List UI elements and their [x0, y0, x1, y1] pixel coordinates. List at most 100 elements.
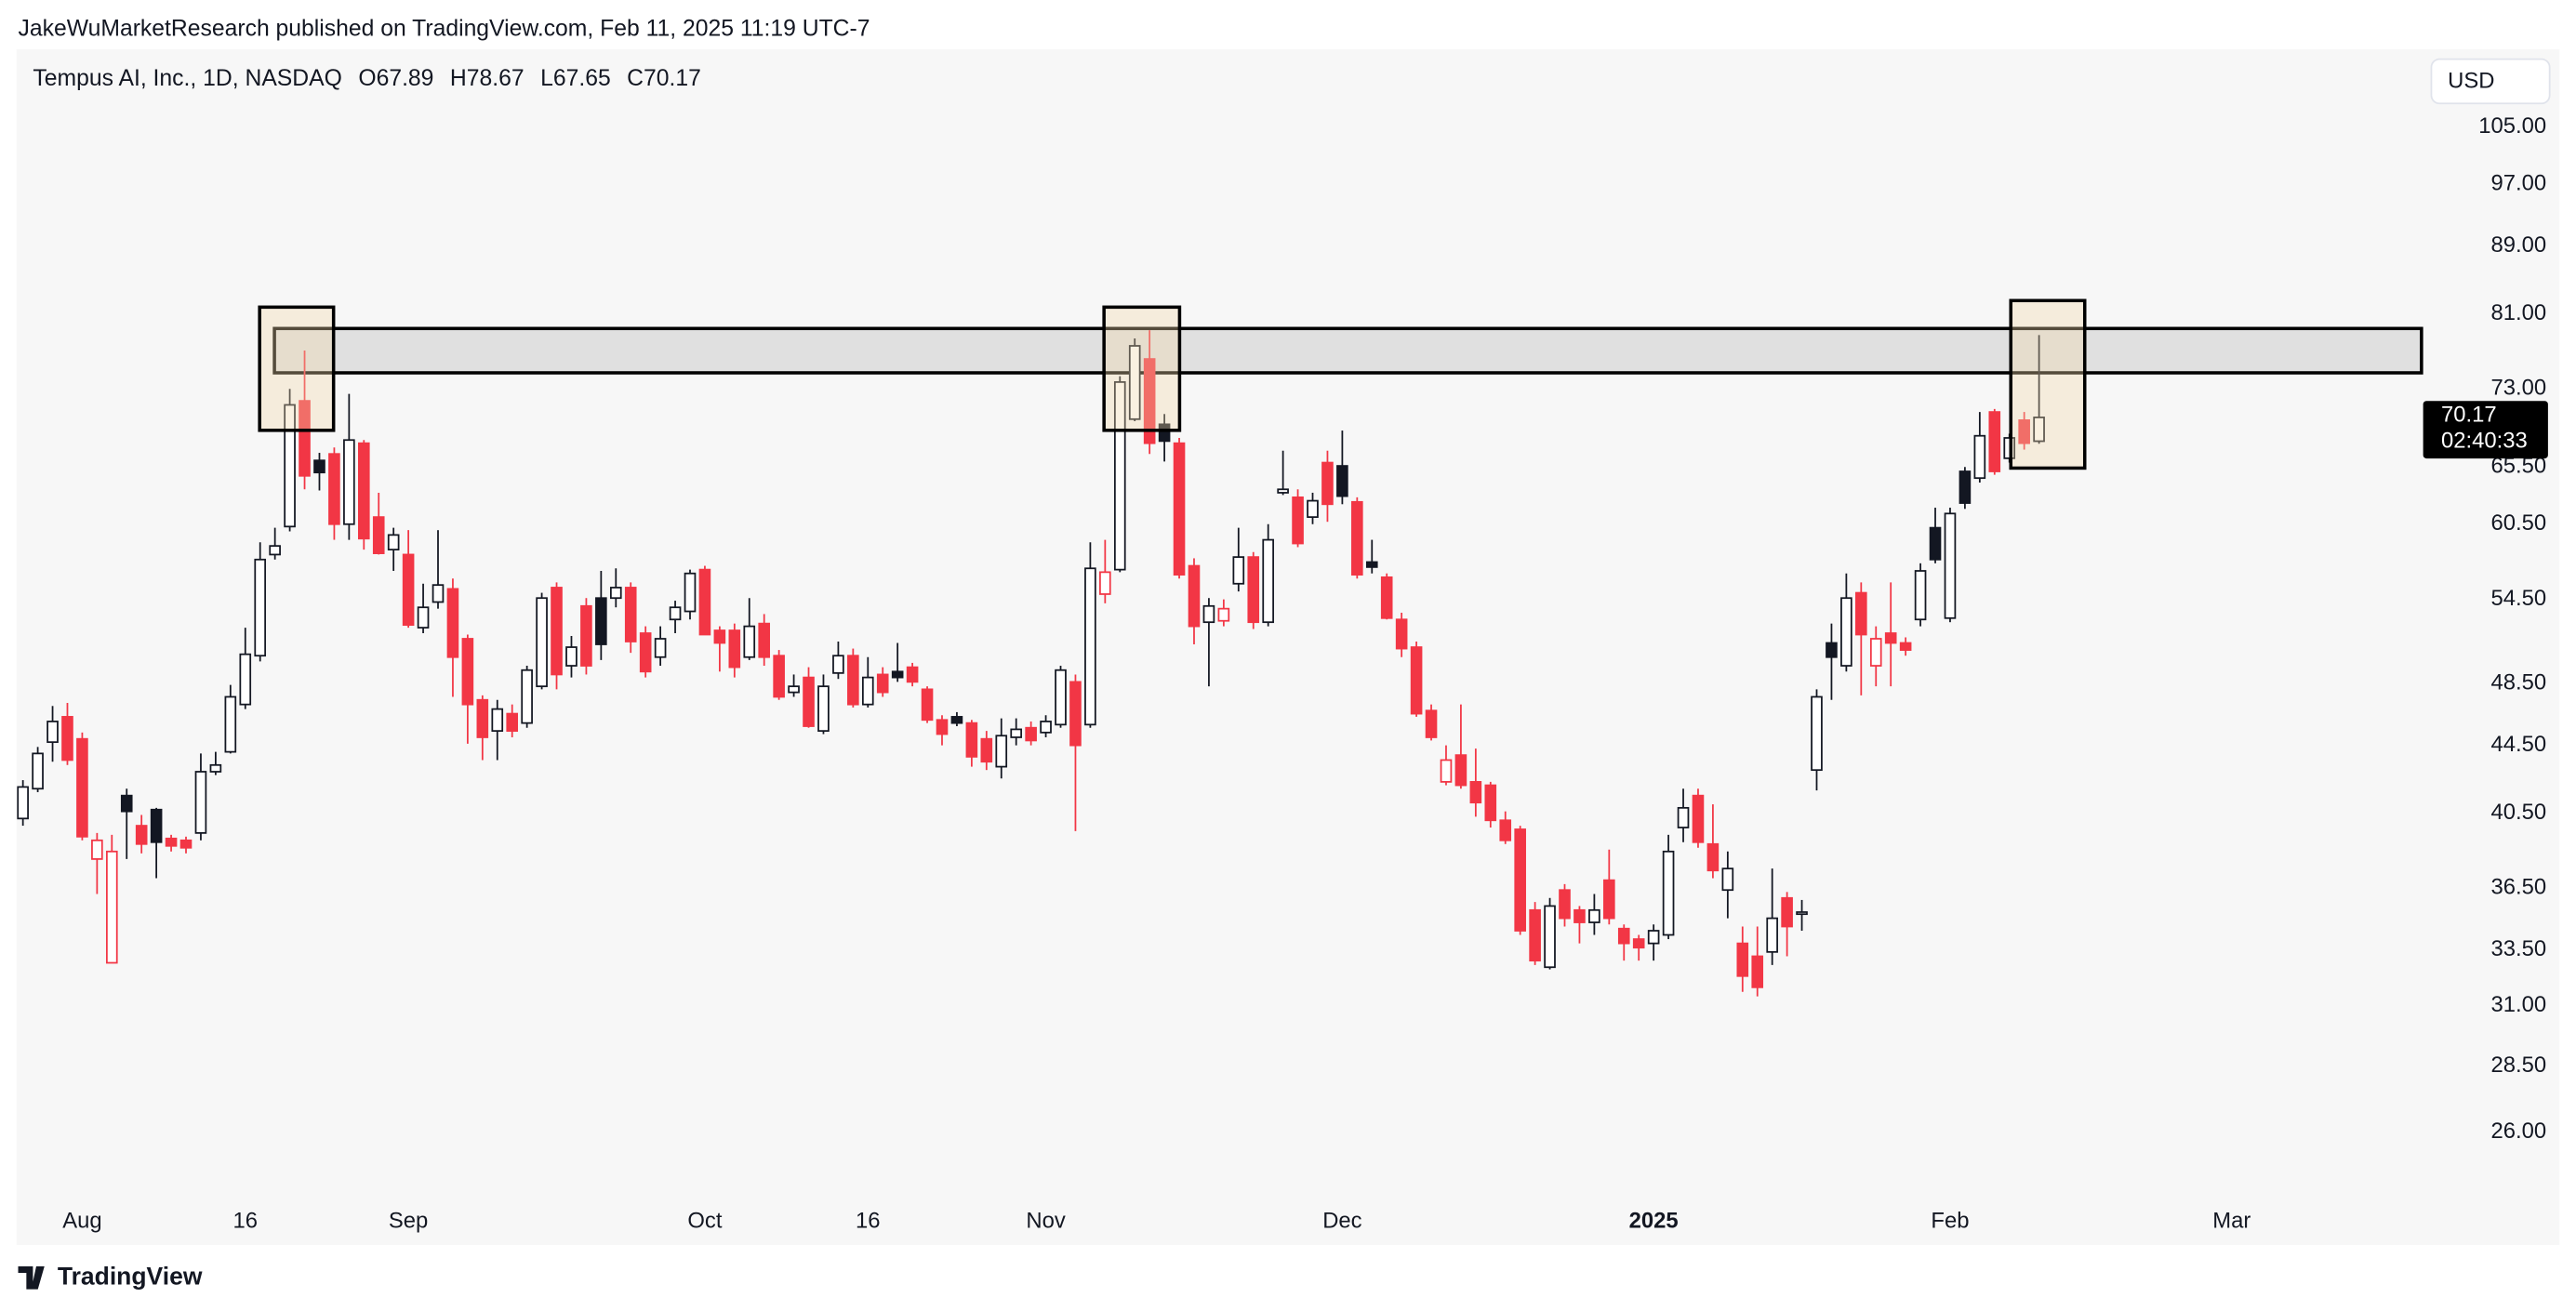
candle-body [461, 638, 474, 706]
candle-body [491, 708, 504, 733]
candle-body [1277, 488, 1289, 494]
candle-body [551, 587, 563, 676]
candle-body [1677, 806, 1690, 828]
candle-body [965, 722, 978, 758]
candle-body [980, 737, 993, 763]
candle-body [1617, 927, 1630, 945]
candle-body [728, 629, 741, 669]
legend-value: 78.67 [467, 65, 524, 90]
candle-body [1721, 867, 1734, 892]
candle-body [891, 670, 904, 679]
candle-body [1158, 423, 1171, 443]
x-tick-label: 16 [856, 1209, 881, 1234]
candle-body [1973, 434, 1986, 480]
candle-body [1307, 499, 1319, 518]
x-tick-label: 16 [233, 1209, 259, 1234]
candle-body [32, 752, 44, 790]
candle-body [1321, 461, 1334, 506]
candle-body [832, 655, 844, 674]
candle-body [239, 653, 252, 706]
y-tick-label: 48.50 [2490, 669, 2546, 695]
last-price-box [2423, 401, 2548, 459]
drawings [272, 326, 2423, 375]
y-tick-label: 44.50 [2490, 732, 2546, 757]
candle-body [1188, 564, 1201, 628]
legend-key: C [627, 65, 644, 90]
candle-body [1559, 889, 1571, 920]
candle-body [684, 572, 697, 613]
candle-body [758, 622, 771, 658]
candle-body [1454, 754, 1467, 787]
y-tick-label: 97.00 [2490, 170, 2546, 195]
legend-value: 67.89 [377, 65, 434, 90]
candle-body [1766, 917, 1778, 953]
y-tick-label: 89.00 [2490, 232, 2546, 258]
candle-body [194, 771, 207, 834]
y-tick-label: 73.00 [2490, 376, 2546, 401]
candle-body [1113, 381, 1126, 571]
candle-body [788, 685, 800, 694]
legend-key: H [450, 65, 467, 90]
countdown-label: 02:40:33 [2441, 429, 2528, 454]
candle-body [299, 400, 311, 477]
legend-value: 70.17 [644, 65, 701, 90]
candle-body [1855, 591, 1867, 636]
symbol: Tempus AI, Inc., 1D, NASDAQ [33, 65, 341, 90]
candle-body [698, 568, 711, 636]
candle-body [1647, 930, 1660, 945]
chart-panel [16, 48, 2560, 1245]
candle-body [1128, 345, 1141, 420]
candle-body [1440, 759, 1453, 783]
candle-body [402, 553, 415, 627]
candle-body [1706, 842, 1720, 872]
y-tick-label: 105.00 [2478, 113, 2546, 139]
candle-body [1988, 411, 2001, 472]
currency-button[interactable] [2430, 58, 2551, 105]
y-tick-label: 60.50 [2490, 510, 2546, 536]
candle-body [91, 839, 103, 860]
candle-body [357, 442, 370, 540]
candle-body [817, 685, 830, 733]
x-tick-label: Feb [1931, 1209, 1969, 1234]
candle-body [446, 588, 459, 658]
x-tick-label: Oct [687, 1209, 722, 1234]
candle-body [1425, 709, 1438, 738]
candle-body [1202, 604, 1215, 624]
candle-body [432, 584, 445, 603]
candle-body [1826, 642, 1838, 658]
x-tick-label: Dec [1322, 1209, 1361, 1234]
candle-body [1736, 942, 1749, 977]
highlight-box [2009, 298, 2087, 470]
candles [17, 330, 2045, 997]
candle-body [595, 597, 607, 645]
candle-body [1796, 911, 1808, 916]
candle-body [1173, 442, 1186, 576]
candle-body [713, 629, 726, 644]
candle-body [1040, 721, 1052, 734]
candle-body [1781, 896, 1793, 928]
candle-body [1544, 905, 1556, 969]
candle-body [76, 737, 88, 838]
candle-body [17, 786, 29, 820]
highlight-box [1102, 305, 1182, 432]
legend-value: 67.65 [553, 65, 611, 90]
candle-body [269, 545, 281, 556]
candle-body [224, 695, 237, 753]
candle-body [1514, 828, 1526, 932]
candle-body [1692, 794, 1705, 843]
candle-body [1365, 561, 1378, 568]
candle-body [536, 597, 548, 688]
candle-body [165, 837, 178, 847]
candle-body [2018, 419, 2030, 444]
candle-body [372, 516, 385, 554]
candle-body [1262, 538, 1274, 624]
currency[interactable]: USD [2448, 69, 2494, 94]
candle-body [343, 439, 355, 525]
candle-body [1380, 576, 1393, 619]
candle-body [1292, 496, 1304, 545]
highlight-box [258, 305, 336, 432]
candle-body [669, 606, 682, 621]
x-tick-label: Sep [389, 1209, 428, 1234]
